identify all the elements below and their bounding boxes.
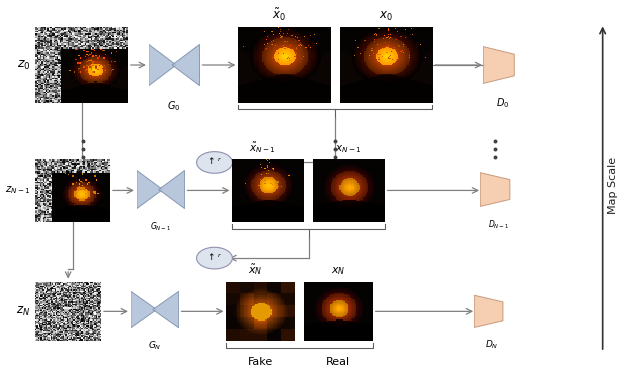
Text: $\tilde{x}_N$: $\tilde{x}_N$ (248, 262, 262, 277)
Circle shape (197, 152, 233, 173)
Text: $\tilde{x}_{N-1}$: $\tilde{x}_{N-1}$ (249, 140, 276, 154)
Text: $x_N$: $x_N$ (331, 266, 346, 277)
Circle shape (197, 247, 233, 269)
Text: Real: Real (327, 357, 350, 368)
Text: $z_0$: $z_0$ (17, 58, 30, 71)
Text: $z_N$: $z_N$ (16, 305, 30, 318)
Text: Fake: Fake (248, 357, 274, 368)
Text: $x_0$: $x_0$ (379, 10, 393, 23)
Text: $x_{N-1}$: $x_{N-1}$ (335, 143, 362, 154)
Text: Map Scale: Map Scale (608, 157, 618, 215)
Text: $\tilde{x}_0$: $\tilde{x}_0$ (272, 6, 285, 23)
Text: $\uparrow^r$: $\uparrow^r$ (207, 251, 223, 263)
Text: $z_{N-1}$: $z_{N-1}$ (5, 185, 30, 196)
Text: $\uparrow^r$: $\uparrow^r$ (207, 155, 223, 167)
